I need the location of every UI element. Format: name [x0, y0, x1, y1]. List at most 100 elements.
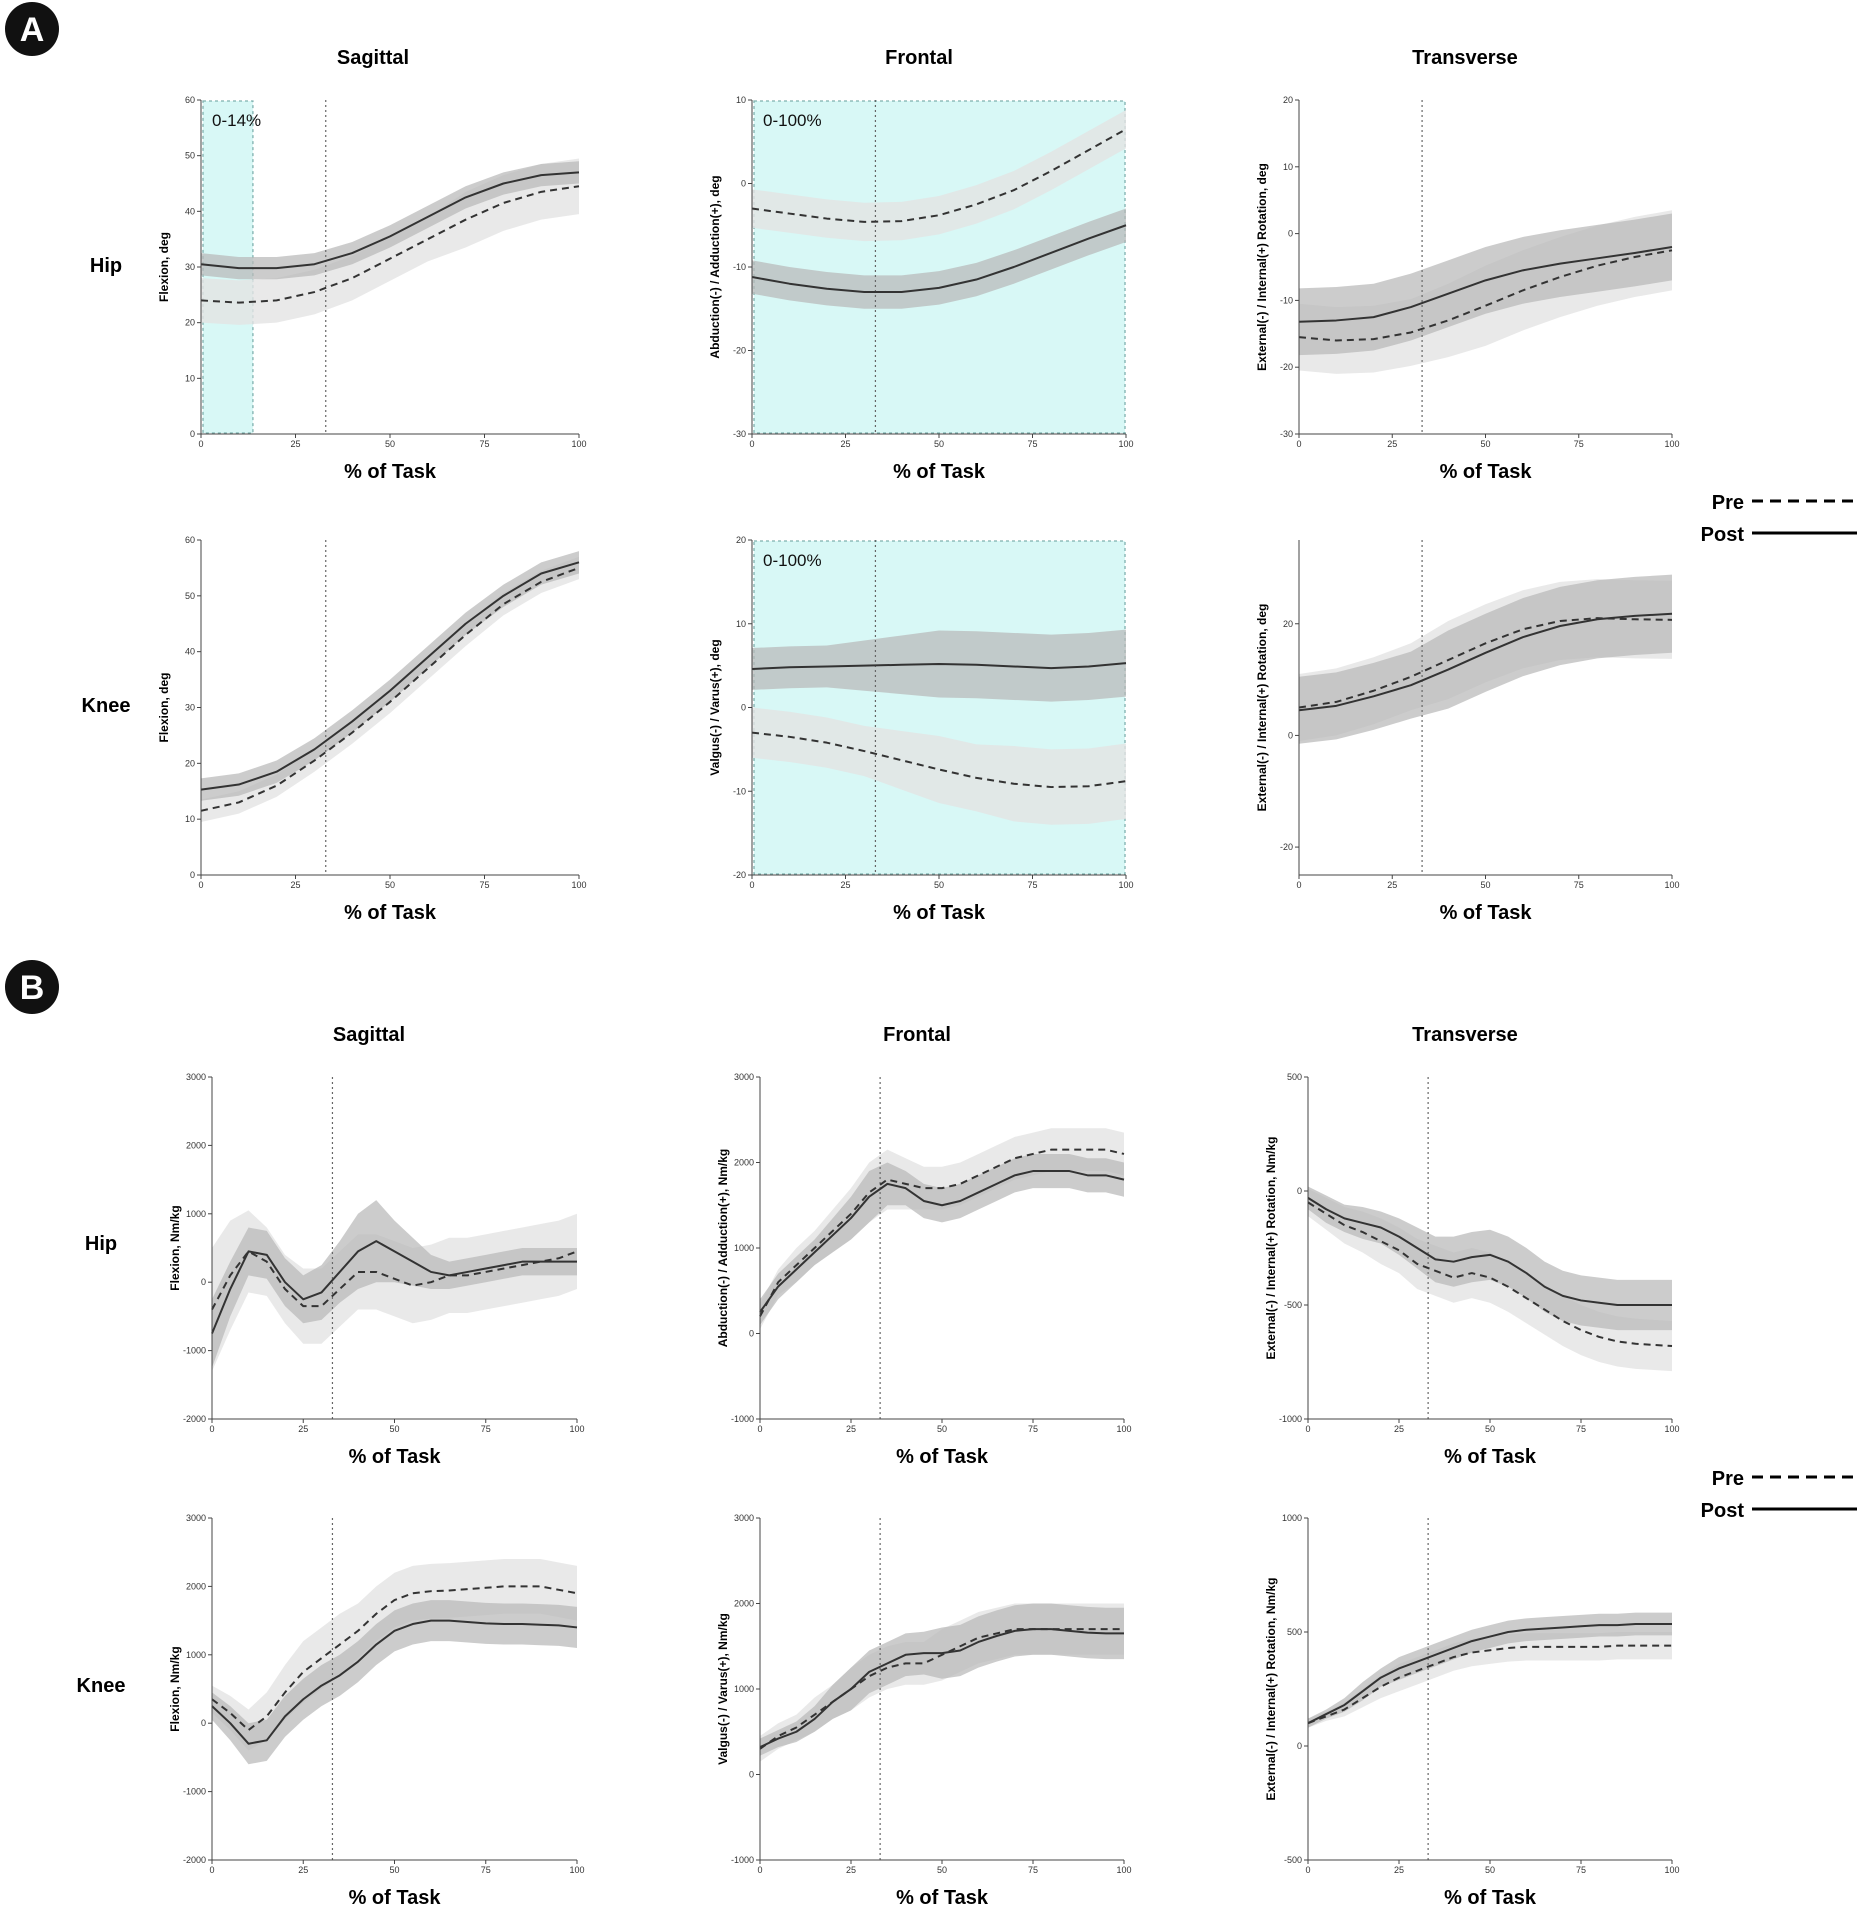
x-axis-title: % of Task [1440, 461, 1533, 483]
band-post [1308, 1612, 1672, 1728]
x-tick-label: 100 [1664, 439, 1679, 449]
x-tick-label: 0 [757, 1865, 762, 1875]
x-tick-label: 100 [1664, 1865, 1679, 1875]
row-label-hip-b: Hip [85, 1233, 117, 1255]
y-tick-label: 500 [1287, 1627, 1302, 1637]
y-tick-label: -20 [1280, 842, 1293, 852]
x-tick-label: 100 [1118, 439, 1133, 449]
y-tick-label: 0 [190, 429, 195, 439]
y-tick-label: 20 [185, 318, 195, 328]
x-tick-label: 0 [209, 1424, 214, 1434]
series-line-post [200, 171, 580, 270]
x-tick-label: 50 [389, 1865, 399, 1875]
series-line-pre [211, 1585, 578, 1732]
x-tick-label: 100 [571, 439, 586, 449]
series-line-post [211, 1240, 577, 1334]
x-tick-label: 25 [290, 439, 300, 449]
band-post [201, 551, 579, 801]
legend-b: Pre Post [1701, 1468, 1857, 1522]
chart-b-hip-sagittal: 0 25 50 75 100 -2000 -1000 0 1000 2000 3000 % of Ta… [168, 1072, 585, 1468]
series-line-post [759, 1628, 1124, 1749]
panel-badge-b-circle [5, 960, 59, 1014]
series-line-pre [200, 566, 580, 812]
y-tick-label: 1000 [734, 1243, 754, 1253]
series-line-pre [211, 1250, 578, 1311]
row-label-knee-a: Knee [82, 695, 131, 717]
y-tick-label: -10 [733, 262, 746, 272]
y-tick-label: 20 [736, 535, 746, 545]
y-tick-label: 0 [741, 179, 746, 189]
x-tick-label: 0 [198, 439, 203, 449]
series-line-post [1298, 245, 1673, 323]
x-axis-title: % of Task [893, 902, 986, 924]
series-line-post [751, 224, 1127, 294]
series-line-pre [759, 1148, 1125, 1317]
x-tick-label: 100 [1664, 880, 1679, 890]
column-title-frontal-a: Frontal [885, 47, 953, 69]
y-tick-label: -2000 [183, 1414, 206, 1424]
x-axis-title: % of Task [344, 461, 437, 483]
y-tick-label: 60 [185, 535, 195, 545]
x-tick-label: 0 [1296, 880, 1301, 890]
panel-badge-a-label: A [20, 11, 45, 49]
band-post [1299, 213, 1672, 356]
x-tick-label: 75 [479, 439, 489, 449]
y-axis-title: Flexion, deg [157, 232, 171, 302]
y-tick-label: 2000 [734, 1158, 754, 1168]
x-tick-label: 0 [749, 880, 754, 890]
x-tick-label: 0 [198, 880, 203, 890]
x-tick-label: 100 [1664, 1424, 1679, 1434]
x-tick-label: 25 [846, 1865, 856, 1875]
panel-badge-a: A [5, 2, 59, 56]
x-axis-title: % of Task [1444, 1887, 1537, 1906]
x-tick-label: 50 [934, 880, 944, 890]
x-tick-label: 100 [569, 1865, 584, 1875]
x-axis-title: % of Task [1440, 902, 1533, 924]
y-axis-title: Valgus(-) / Varus(+), Nm/kg [716, 1613, 730, 1765]
series-line-pre [1307, 1201, 1673, 1348]
column-title-sagittal-a: Sagittal [337, 47, 409, 69]
band-post [752, 629, 1126, 702]
x-tick-label: 0 [1296, 439, 1301, 449]
x-tick-label: 75 [1576, 1865, 1586, 1875]
band-pre [752, 707, 1126, 825]
y-tick-label: 10 [185, 373, 195, 383]
x-tick-label: 100 [1116, 1424, 1131, 1434]
x-tick-label: 25 [840, 880, 850, 890]
band-pre [1308, 1632, 1672, 1728]
chart-b-knee-sagittal: 0 25 50 75 100 -2000 -1000 0 1000 2000 3000 % of Ta… [168, 1513, 585, 1906]
series-line-pre [1307, 1644, 1672, 1725]
band-post [760, 1153, 1124, 1325]
y-tick-label: 1000 [186, 1650, 206, 1660]
y-tick-label: -2000 [183, 1855, 206, 1865]
legend-a: Pre Post [1701, 492, 1857, 546]
y-tick-label: 30 [185, 262, 195, 272]
y-tick-label: 20 [1283, 619, 1293, 629]
y-tick-label: 0 [749, 1770, 754, 1780]
y-tick-label: -1000 [1279, 1414, 1302, 1424]
y-axis-title: Abduction(-) / Adduction(+), Nm/kg [716, 1149, 730, 1348]
x-tick-label: 25 [1387, 439, 1397, 449]
panel-badge-a-circle [5, 2, 59, 56]
y-axis-title: Valgus(-) / Varus(+), deg [708, 639, 722, 775]
x-tick-label: 75 [1576, 1424, 1586, 1434]
y-tick-label: 0 [749, 1329, 754, 1339]
column-title-transverse-b: Transverse [1412, 1024, 1518, 1046]
y-tick-label: 2000 [734, 1599, 754, 1609]
x-tick-label: 50 [1485, 1424, 1495, 1434]
y-tick-label: -1000 [183, 1346, 206, 1356]
series-line-pre [759, 1628, 1124, 1750]
chart-a-hip-sagittal: 0-14% 0 25 50 75 100 0 10 20 30 40 50 60 % of Task Fle… [157, 95, 587, 483]
series-line-post [759, 1170, 1125, 1313]
y-axis-title: Flexion, Nm/kg [168, 1205, 182, 1290]
x-tick-label: 50 [1480, 880, 1490, 890]
band-post [1299, 574, 1672, 744]
x-tick-label: 100 [571, 880, 586, 890]
x-axis-title: % of Task [893, 461, 986, 483]
x-tick-label: 25 [846, 1424, 856, 1434]
x-tick-label: 0 [757, 1424, 762, 1434]
x-axis-title: % of Task [1444, 1446, 1537, 1468]
x-axis-title: % of Task [344, 902, 437, 924]
